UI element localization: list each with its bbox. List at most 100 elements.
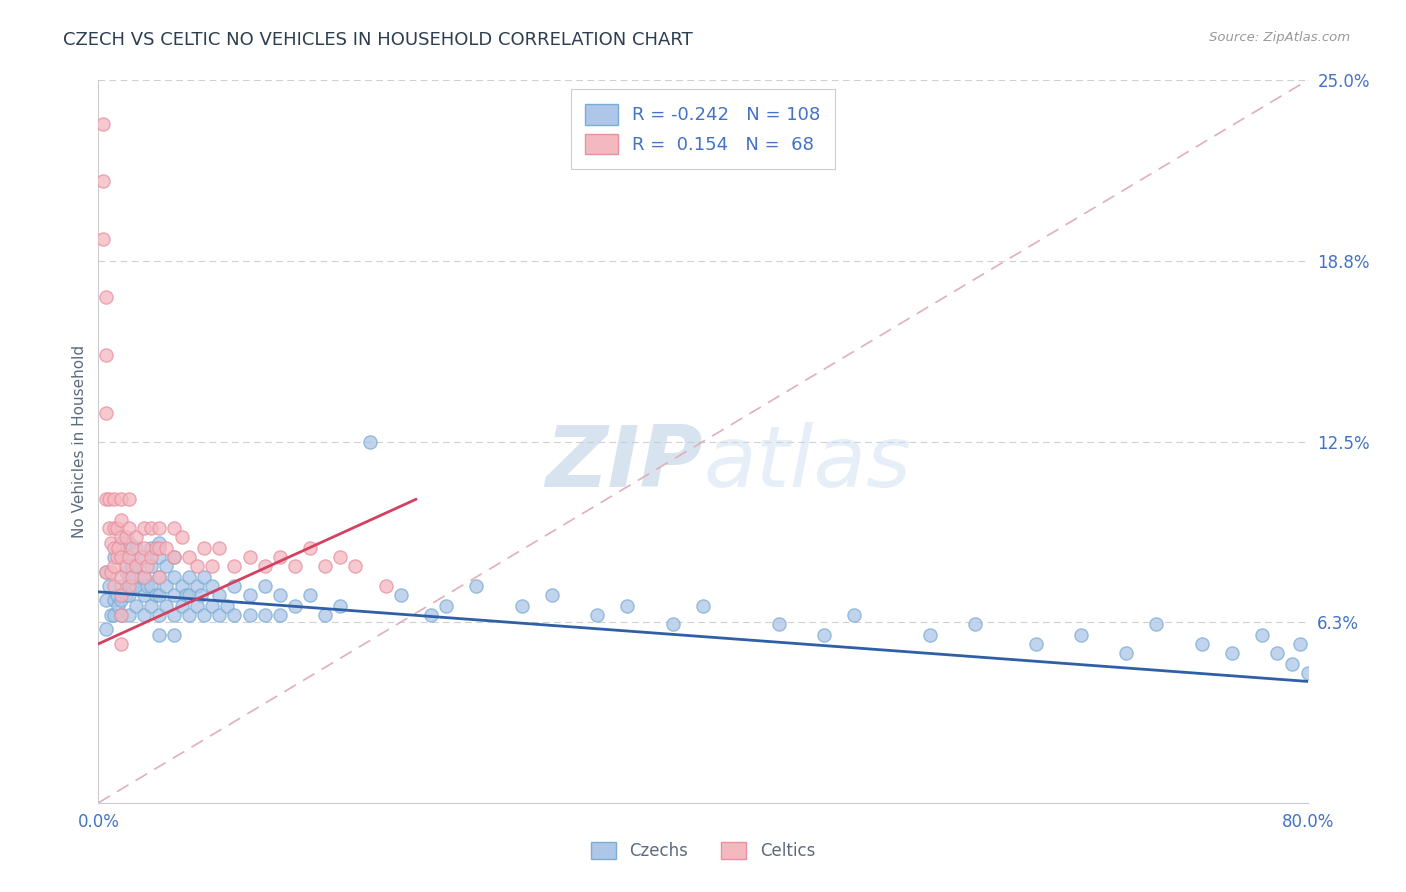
Point <box>813 628 835 642</box>
Point <box>110 588 132 602</box>
Point <box>103 492 125 507</box>
Point <box>132 570 155 584</box>
Point <box>155 541 177 556</box>
Point <box>314 607 336 622</box>
Point <box>118 535 141 549</box>
Point <box>110 593 132 607</box>
Point <box>110 607 132 622</box>
Point <box>163 521 186 535</box>
Point <box>148 521 170 535</box>
Point <box>163 628 186 642</box>
Point <box>110 607 132 622</box>
Point <box>148 570 170 584</box>
Point <box>141 558 163 573</box>
Point <box>1115 646 1137 660</box>
Point <box>114 530 136 544</box>
Point <box>100 535 122 549</box>
Point <box>103 579 125 593</box>
Point <box>360 434 382 449</box>
Point <box>135 558 157 573</box>
Point <box>94 593 117 607</box>
Point <box>1144 616 1167 631</box>
Point <box>148 535 170 549</box>
Point <box>1070 628 1092 642</box>
Text: atlas: atlas <box>703 422 911 505</box>
Point <box>114 588 136 602</box>
Point <box>1267 646 1289 660</box>
Point <box>118 570 141 584</box>
Point <box>145 588 167 602</box>
Point <box>616 599 638 614</box>
Point <box>201 558 224 573</box>
Point <box>239 607 262 622</box>
Point <box>125 558 148 573</box>
Point <box>141 541 163 556</box>
Point <box>132 588 155 602</box>
Text: CZECH VS CELTIC NO VEHICLES IN HOUSEHOLD CORRELATION CHART: CZECH VS CELTIC NO VEHICLES IN HOUSEHOLD… <box>63 31 693 49</box>
Point <box>103 593 125 607</box>
Point <box>540 588 562 602</box>
Point <box>768 616 790 631</box>
Point <box>118 588 141 602</box>
Point <box>170 599 193 614</box>
Point <box>125 530 148 544</box>
Point <box>118 550 141 565</box>
Point <box>105 588 128 602</box>
Point <box>208 607 231 622</box>
Point <box>224 558 246 573</box>
Point <box>224 607 246 622</box>
Point <box>132 550 155 565</box>
Point <box>118 550 141 565</box>
Point <box>186 579 208 593</box>
Point <box>94 290 117 304</box>
Point <box>118 607 141 622</box>
Point <box>141 521 163 535</box>
Point <box>1281 657 1303 671</box>
Point <box>239 550 262 565</box>
Point <box>94 565 117 579</box>
Point <box>329 599 352 614</box>
Point <box>114 565 136 579</box>
Point <box>190 588 212 602</box>
Point <box>148 588 170 602</box>
Point <box>163 550 186 565</box>
Point <box>239 588 262 602</box>
Point <box>148 607 170 622</box>
Point <box>269 607 291 622</box>
Point <box>1191 637 1213 651</box>
Point <box>174 588 197 602</box>
Point <box>201 579 224 593</box>
Point <box>253 607 276 622</box>
Point <box>125 541 148 556</box>
Point <box>135 579 157 593</box>
Point <box>118 492 141 507</box>
Point <box>103 558 125 573</box>
Point <box>121 579 143 593</box>
Point <box>186 558 208 573</box>
Point <box>107 541 129 556</box>
Point <box>269 550 291 565</box>
Point <box>100 607 122 622</box>
Point <box>98 521 121 535</box>
Point <box>110 530 132 544</box>
Point <box>201 599 224 614</box>
Point <box>125 599 148 614</box>
Point <box>692 599 714 614</box>
Point <box>208 541 231 556</box>
Point <box>170 579 193 593</box>
Point <box>110 550 132 565</box>
Point <box>110 535 132 549</box>
Point <box>179 588 201 602</box>
Point <box>141 579 163 593</box>
Point <box>129 550 152 565</box>
Point <box>1024 637 1046 651</box>
Point <box>98 579 121 593</box>
Point <box>110 570 132 584</box>
Point <box>1289 637 1312 651</box>
Point <box>155 599 177 614</box>
Point <box>94 492 117 507</box>
Point <box>1296 665 1319 680</box>
Point <box>1251 628 1274 642</box>
Point <box>103 550 125 565</box>
Point <box>163 607 186 622</box>
